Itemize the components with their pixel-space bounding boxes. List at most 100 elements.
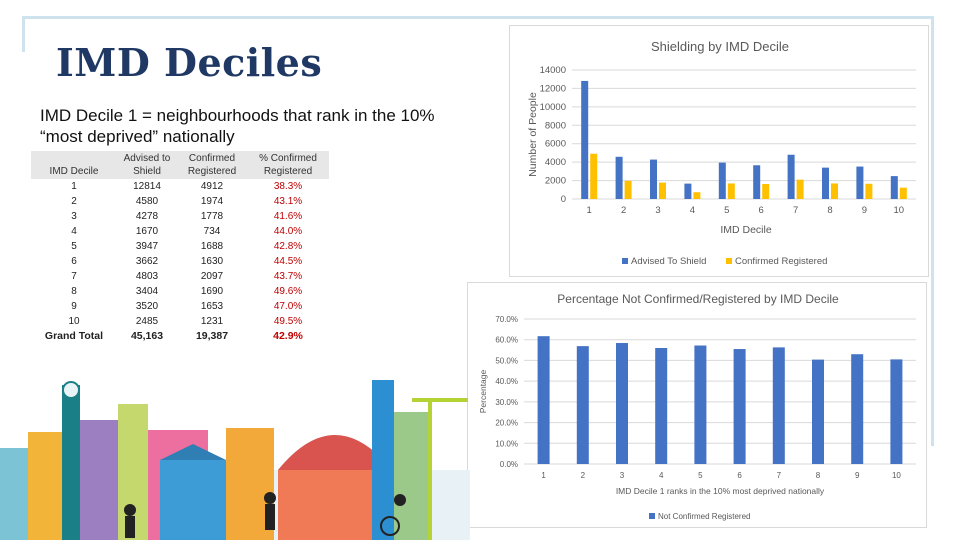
bar-series1-2 (615, 156, 623, 199)
legend-swatch (622, 258, 628, 264)
bar-series2-7 (796, 179, 804, 199)
x-tick-label: 3 (655, 205, 660, 216)
advised-cell: 45,163 (130, 330, 164, 342)
table-row: 4 1670 734 44.0% (31, 224, 329, 239)
x-tick-label: 9 (855, 471, 860, 480)
y-axis-label: Number of People (527, 92, 539, 177)
confirmed-cell: 1688 (200, 241, 224, 252)
slide-subtitle: IMD Decile 1 = neighbourhoods that rank … (40, 106, 435, 146)
x-tick-label: 3 (620, 471, 625, 480)
building (394, 412, 428, 540)
building (80, 420, 118, 540)
bar-series1-5 (694, 345, 707, 464)
y-tick-label: 12000 (540, 83, 566, 94)
legend-swatch (649, 513, 655, 519)
percent-cell: 44.5% (273, 256, 303, 267)
advised-cell: 2485 (135, 316, 159, 327)
bar-series1-5 (718, 162, 726, 199)
advised-cell: 3404 (135, 286, 159, 297)
advised-cell: 12814 (133, 181, 161, 192)
clock-tower (62, 385, 80, 540)
percent-cell: 41.6% (273, 211, 303, 222)
bar-series1-3 (650, 159, 657, 199)
x-axis-label: IMD Decile 1 ranks in the 10% most depri… (616, 486, 825, 496)
table-header-row: IMD Decile Advised to Shield Confirmed R… (31, 151, 329, 179)
y-tick-label: 70.0% (495, 315, 518, 324)
person-icon (124, 504, 136, 516)
x-tick-label: 7 (793, 205, 798, 216)
decile-cell: 3 (71, 211, 77, 222)
table-row: 9 3520 1653 47.0% (31, 299, 329, 314)
x-tick-label: 10 (894, 205, 905, 216)
percent-cell: 49.5% (273, 316, 303, 327)
bar-series1-9 (856, 166, 864, 199)
bar-series2-1 (590, 153, 598, 199)
slide-frame-right (931, 16, 934, 446)
x-tick-label: 2 (621, 205, 626, 216)
dome-building (278, 435, 392, 470)
bar-series1-4 (655, 348, 668, 464)
slide-title: IMD Deciles (56, 40, 323, 85)
percentage-chart: Percentage Not Confirmed/Registered by I… (478, 292, 916, 521)
advised-cell: 3520 (135, 301, 159, 312)
advised-cell: 4580 (135, 196, 159, 207)
y-axis-label: Percentage (478, 369, 488, 413)
x-tick-label: 4 (690, 205, 695, 216)
confirmed-cell: 1690 (200, 286, 224, 297)
table-row: 1 12814 4912 38.3% (31, 179, 329, 194)
decile-cell: 2 (71, 196, 77, 207)
bar-series1-7 (772, 347, 785, 464)
header-percent-confirmed: % Confirmed Registered (247, 151, 329, 179)
bar-series2-9 (865, 183, 873, 199)
confirmed-cell: 1653 (200, 301, 224, 312)
x-tick-label: 5 (698, 471, 703, 480)
confirmed-cell: 734 (203, 226, 221, 237)
y-tick-label: 6000 (545, 139, 566, 150)
y-tick-label: 14000 (540, 65, 566, 76)
confirmed-cell: 2097 (200, 271, 224, 282)
slide-frame-top (22, 16, 934, 19)
decile-cell: Grand Total (44, 330, 104, 342)
bar-series2-5 (727, 183, 735, 199)
y-tick-label: 0.0% (500, 460, 518, 469)
x-tick-label: 6 (759, 205, 764, 216)
person-icon (125, 516, 135, 538)
confirmed-cell: 4912 (200, 181, 224, 192)
percent-cell: 38.3% (273, 181, 303, 192)
advised-cell: 3947 (135, 241, 159, 252)
percent-cell: 44.0% (273, 226, 303, 237)
confirmed-cell: 1778 (200, 211, 224, 222)
y-tick-label: 40.0% (495, 377, 518, 386)
confirmed-cell: 19,387 (195, 330, 229, 342)
percentage-chart-panel: Percentage Not Confirmed/Registered by I… (467, 282, 927, 528)
x-tick-label: 10 (892, 471, 901, 480)
table-row: 3 4278 1778 41.6% (31, 209, 329, 224)
person-icon (265, 504, 275, 530)
percent-cell: 49.6% (273, 286, 303, 297)
bar-series1-6 (753, 165, 761, 199)
advised-cell: 3662 (135, 256, 159, 267)
bar-series1-9 (851, 354, 864, 464)
shielding-chart-panel: Shielding by IMD Decile 0 2000 4000 6000 8000… (509, 25, 929, 277)
x-tick-label: 7 (777, 471, 782, 480)
y-tick-label: 4000 (545, 157, 566, 168)
bar-series1-1 (537, 336, 550, 464)
header-confirmed-registered: Confirmed Registered (177, 151, 247, 179)
bar-series2-4 (693, 192, 701, 199)
y-tick-label: 20.0% (495, 419, 518, 428)
slide-frame-left (22, 16, 25, 52)
bar-series1-2 (576, 346, 589, 464)
confirmed-cell: 1630 (200, 256, 224, 267)
table-row: 6 3662 1630 44.5% (31, 254, 329, 269)
confirmed-cell: 1231 (200, 316, 224, 327)
x-tick-label: 8 (816, 471, 821, 480)
town-hall (160, 460, 226, 540)
y-tick-label: 8000 (545, 120, 566, 131)
table-row: 8 3404 1690 49.6% (31, 284, 329, 299)
decile-cell: 7 (71, 271, 77, 282)
legend-swatch (726, 258, 732, 264)
y-tick-label: 50.0% (495, 356, 518, 365)
bar-series2-10 (899, 187, 907, 199)
table-row: 5 3947 1688 42.8% (31, 239, 329, 254)
building (0, 448, 30, 540)
